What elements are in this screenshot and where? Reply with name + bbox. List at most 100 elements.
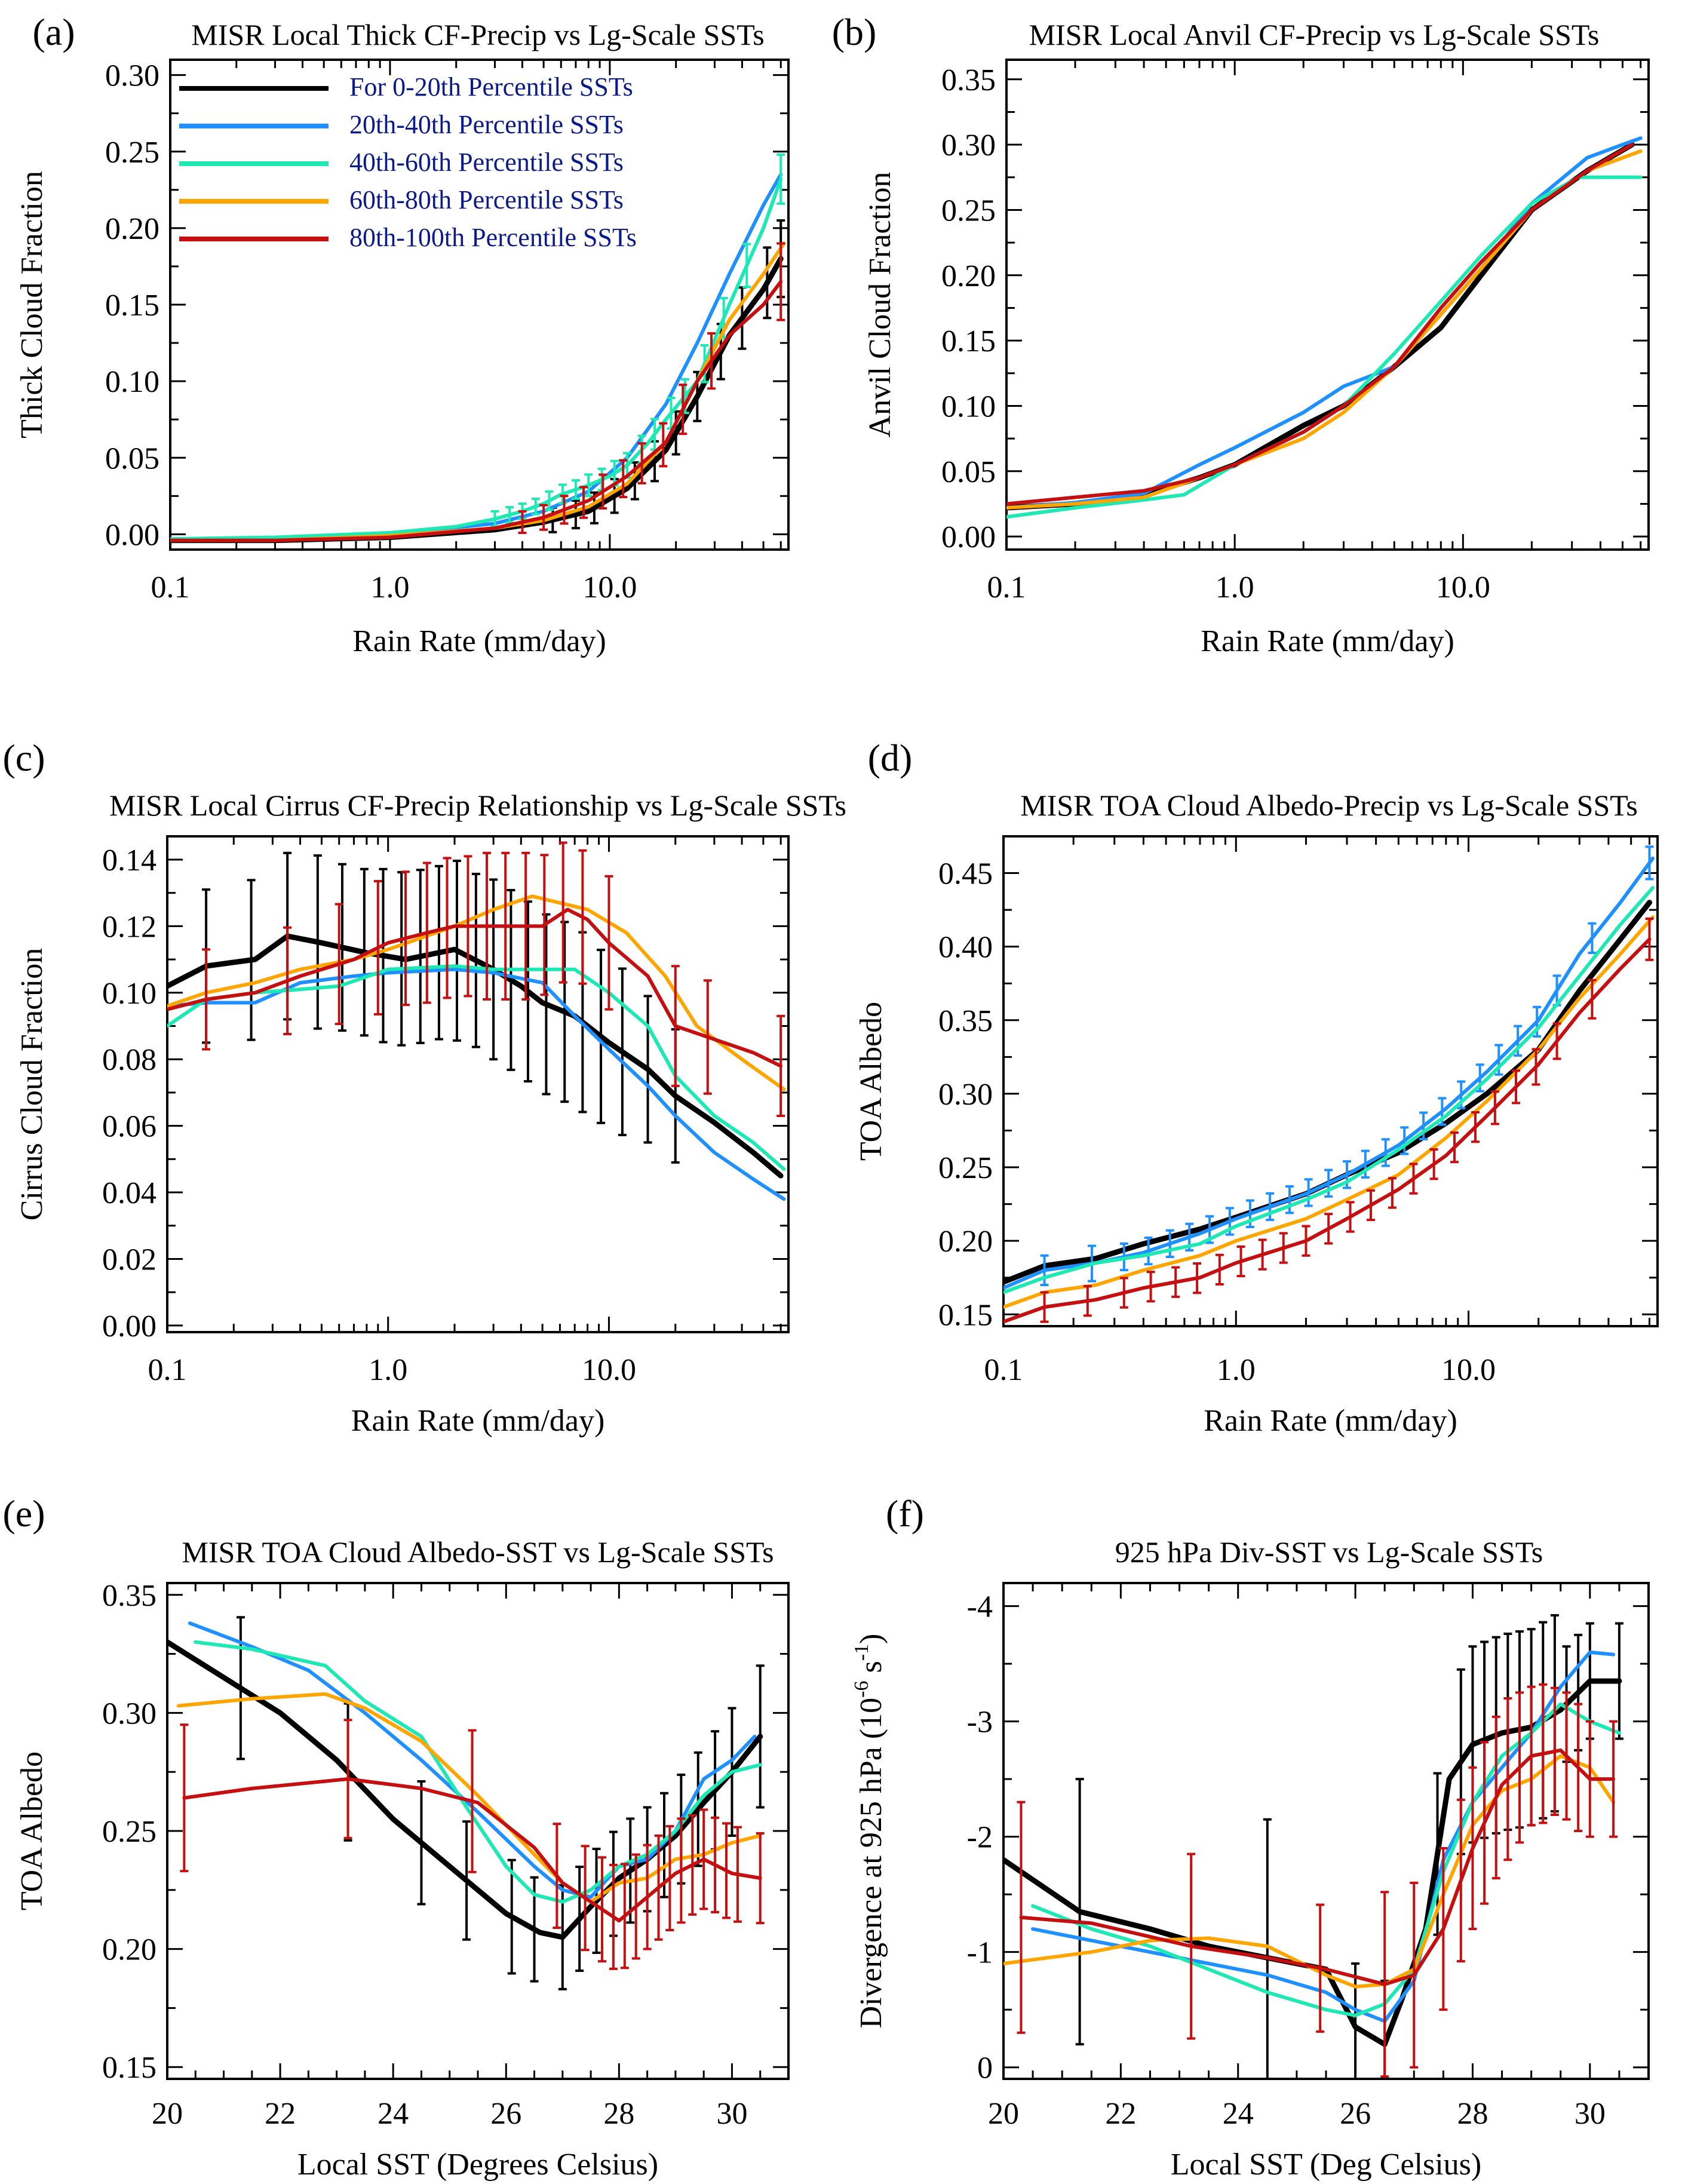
- x-tick-label: 22: [265, 2097, 296, 2131]
- error-bar-20-40: [1361, 1149, 1370, 1179]
- x-tick-label: 26: [490, 2097, 521, 2131]
- error-bar-0-20: [247, 879, 256, 1041]
- error-bar-80-100: [539, 504, 548, 531]
- y-tick-label: 0.05: [941, 455, 996, 489]
- error-bar-40-60: [584, 473, 593, 498]
- error-bar-80-100: [619, 459, 628, 499]
- error-bar-80-100: [637, 442, 646, 484]
- error-bar-80-100: [1609, 1720, 1618, 1838]
- error-bar-40-60: [531, 498, 540, 516]
- error-bar-80-100: [722, 1822, 731, 1919]
- y-tick-label: 0.02: [102, 1243, 156, 1277]
- error-bar-80-100: [1083, 1285, 1092, 1317]
- error-bar-20-40: [1144, 1236, 1153, 1266]
- y-axis-label: TOA Albedo: [15, 1752, 49, 1910]
- panel-letter: (b): [832, 11, 877, 53]
- error-bar-20-40: [1588, 922, 1597, 955]
- error-bar-0-20: [643, 995, 652, 1144]
- error-bar-80-100: [1017, 1800, 1026, 2034]
- error-bar-80-100: [334, 903, 343, 1026]
- error-bar-80-100: [1279, 1232, 1288, 1264]
- x-tick-label: 24: [378, 2097, 409, 2131]
- chart-title: MISR TOA Cloud Albedo-Precip vs Lg-Scale…: [1020, 789, 1638, 822]
- series-line-60-80: [176, 1692, 762, 1904]
- error-bar-80-100: [518, 510, 527, 534]
- error-bar-80-100: [711, 1816, 720, 1913]
- y-tick-label: 0.45: [938, 857, 993, 891]
- error-bar-80-100: [1409, 1162, 1418, 1195]
- x-tick-label: 28: [1457, 2097, 1488, 2131]
- y-tick-label: 0.06: [102, 1110, 156, 1144]
- error-bar-0-20: [597, 949, 606, 1124]
- legend-label-60-80: 60th-80th Percentile SSTs: [349, 185, 624, 214]
- error-bar-80-100: [540, 854, 549, 996]
- plot-frame: [166, 835, 790, 1333]
- error-bar-0-20: [1615, 1622, 1623, 1740]
- x-tick-label: 24: [1223, 2097, 1254, 2131]
- error-bar-80-100: [688, 1814, 697, 1916]
- legend-label-40-60: 40th-60th Percentile SSTs: [349, 148, 624, 177]
- series-line-0-20: [167, 1639, 763, 1940]
- y-tick-label: 0.14: [102, 843, 156, 878]
- series-line-60-80: [1003, 1754, 1616, 1989]
- panel-f: (f) 925 hPa Div-SST vs Lg-Scale SSTs Local…: [851, 1492, 1650, 2182]
- panel-letter: (a): [32, 11, 75, 53]
- x-tick-label: 0.1: [984, 1353, 1023, 1387]
- error-bar-80-100: [777, 1014, 785, 1117]
- error-bar-80-100: [1550, 1686, 1559, 1816]
- y-tick-label: 0.30: [941, 128, 996, 162]
- y-tick-label: 0.05: [105, 441, 159, 476]
- x-tick-label: 1.0: [1216, 570, 1254, 605]
- error-bar-80-100: [1490, 1090, 1499, 1125]
- series-line-80-100: [1006, 143, 1634, 506]
- error-bar-80-100: [703, 979, 712, 1095]
- error-bar-80-100: [1512, 1069, 1521, 1105]
- error-bar-80-100: [468, 1729, 477, 1873]
- y-axis-label-exponent: -1: [851, 1644, 873, 1661]
- error-bar-80-100: [202, 948, 211, 1051]
- y-tick-label: 0.15: [102, 2051, 156, 2085]
- error-bar-0-20: [507, 1858, 516, 1975]
- series-line-40-60: [194, 1640, 762, 1904]
- y-tick-label: 0.35: [102, 1579, 156, 1613]
- error-bar-0-20: [379, 867, 388, 1044]
- error-bar-80-100: [443, 857, 452, 999]
- series-line-40-60: [1006, 175, 1643, 519]
- y-tick-label: 0.15: [105, 289, 159, 323]
- error-bar-80-100: [1532, 1048, 1540, 1086]
- y-axis-label: Anvil Cloud Fraction: [863, 172, 897, 438]
- error-bar-80-100: [1410, 1881, 1419, 2069]
- error-bar-80-100: [1515, 1691, 1524, 1844]
- y-axis-label: Divergence at 925 hPa (10-6 s-1): [851, 1634, 888, 2029]
- series-line-0-20: [1003, 900, 1652, 1285]
- y-tick-label: 0.20: [941, 259, 996, 293]
- error-bar-0-20: [1075, 1778, 1084, 2046]
- error-bar-0-20: [560, 921, 569, 1103]
- y-tick-label: 0.12: [102, 910, 156, 944]
- x-tick-label: 1.0: [369, 1353, 407, 1387]
- series-line-20-40: [188, 1621, 757, 1899]
- error-bar-80-100: [1527, 1685, 1536, 1827]
- error-bar-80-100: [1119, 1277, 1128, 1309]
- error-bar-0-20: [471, 872, 480, 1048]
- y-tick-label: 0.20: [105, 212, 159, 246]
- error-bar-80-100: [665, 1825, 674, 1931]
- error-bar-80-100: [599, 473, 607, 510]
- series-line-80-100: [170, 280, 783, 542]
- error-bar-80-100: [756, 1832, 765, 1925]
- error-bar-80-100: [620, 1863, 629, 1970]
- y-tick-label: -1: [967, 1936, 993, 1970]
- panel-a: (a) MISR Local Thick CF-Precip vs Lg-Scal…: [15, 11, 790, 658]
- error-bar-0-20: [1351, 1962, 1360, 2079]
- x-tick-label: 10.0: [582, 570, 637, 605]
- error-bar-0-20: [592, 1848, 601, 1954]
- error-bar-80-100: [1503, 1697, 1512, 1861]
- panel-e: (e) MISR TOA Cloud Albedo-SST vs Lg-Scale…: [2, 1492, 790, 2182]
- error-bar-80-100: [180, 1723, 189, 1873]
- x-tick-label: 30: [716, 2097, 747, 2131]
- y-tick-label: 0.10: [102, 977, 156, 1011]
- error-bar-0-20: [416, 869, 425, 1044]
- legend-label-80-100: 80th-100th Percentile SSTs: [349, 223, 637, 252]
- error-bar-0-20: [462, 1820, 471, 1941]
- error-bar-80-100: [1146, 1271, 1155, 1303]
